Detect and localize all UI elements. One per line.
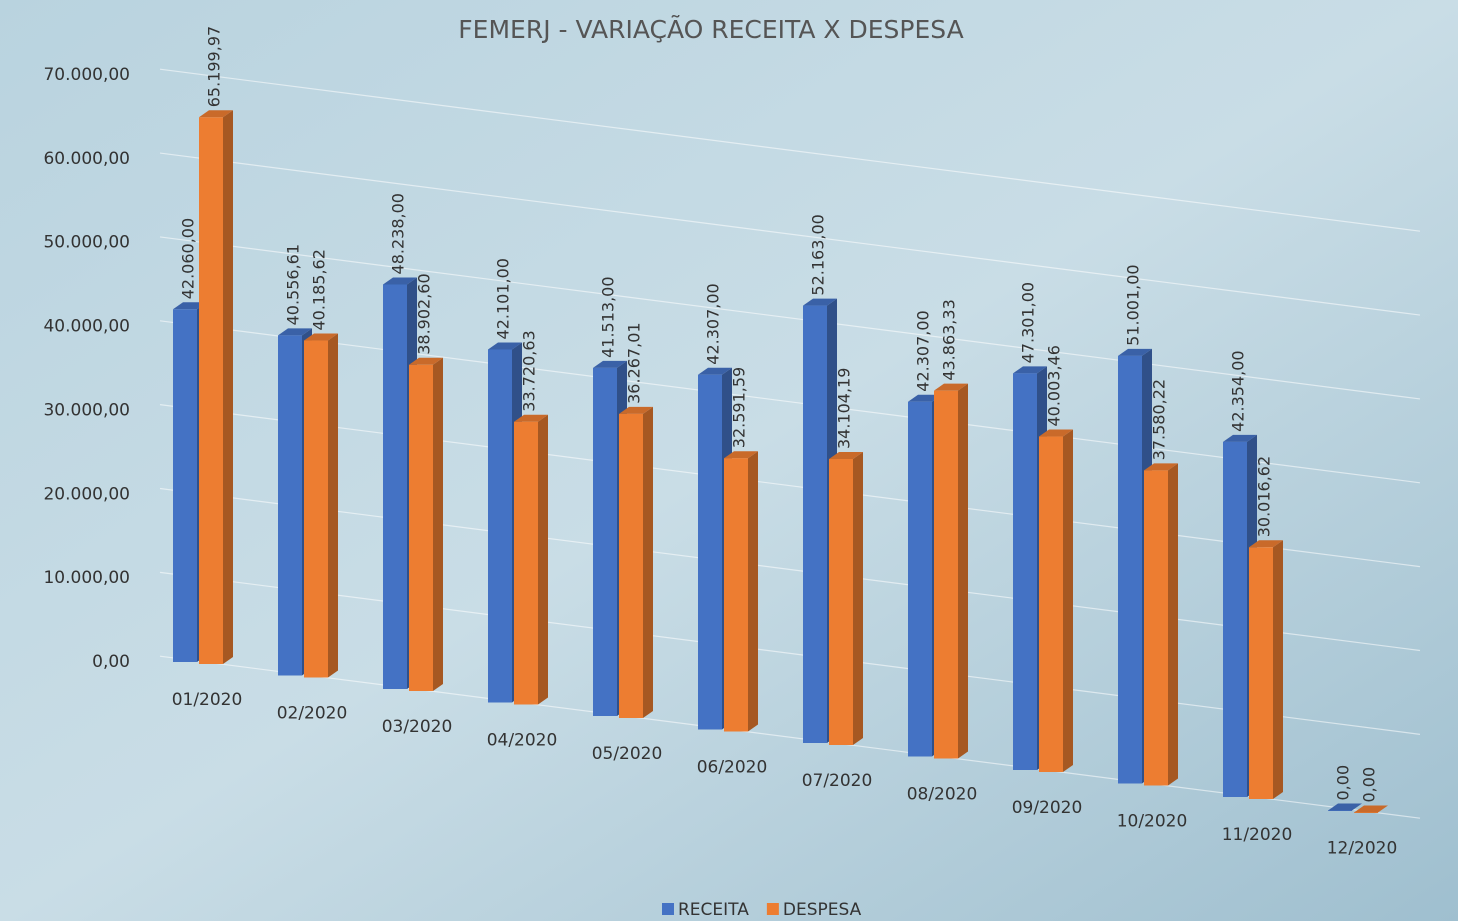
value-label: 40.185,62 <box>310 249 329 330</box>
bar <box>724 451 758 731</box>
legend-label: DESPESA <box>783 900 862 920</box>
bar-front <box>593 368 617 716</box>
value-label: 40.003,46 <box>1045 345 1064 426</box>
value-label: 38.902,60 <box>415 273 434 354</box>
legend-label: RECEITA <box>678 900 749 920</box>
value-label: 48.238,00 <box>389 193 408 274</box>
bar <box>199 110 233 664</box>
bar <box>934 384 968 759</box>
x-tick-label: 12/2020 <box>1327 839 1398 859</box>
y-tick-label: 40.000,00 <box>43 317 130 337</box>
bar-front <box>199 117 223 664</box>
bar-front <box>1223 442 1247 797</box>
bar <box>514 415 548 705</box>
x-tick-label: 02/2020 <box>277 704 348 724</box>
bar-side <box>958 384 968 759</box>
bar-front <box>1249 547 1273 799</box>
chart-title: FEMERJ - VARIAÇÃO RECEITA X DESPESA <box>458 14 963 44</box>
x-tick-label: 04/2020 <box>487 731 558 751</box>
bar <box>619 407 653 718</box>
y-tick-label: 30.000,00 <box>43 400 130 420</box>
bar-side <box>1168 463 1178 785</box>
value-label: 41.513,00 <box>599 276 618 357</box>
bar-front <box>304 341 328 678</box>
bar-front <box>698 375 722 730</box>
bar <box>829 452 863 745</box>
bar-front <box>908 402 932 757</box>
bar-side <box>1063 430 1073 772</box>
bar-front <box>829 459 853 745</box>
legend-swatch <box>662 903 674 915</box>
value-label: 40.556,61 <box>284 244 303 325</box>
x-tick-label: 01/2020 <box>172 690 243 710</box>
value-label: 30.016,62 <box>1255 456 1274 537</box>
value-label: 42.354,00 <box>1229 350 1248 431</box>
value-label: 32.591,59 <box>730 367 749 448</box>
bar-side <box>433 358 443 691</box>
value-label: 47.301,00 <box>1019 282 1038 363</box>
value-label: 42.060,00 <box>179 218 198 299</box>
value-label: 65.199,97 <box>205 26 224 107</box>
bar-front <box>514 422 538 705</box>
bar-front <box>1328 811 1352 812</box>
bar-front <box>1144 470 1168 785</box>
y-tick-label: 10.000,00 <box>43 568 130 588</box>
bar-front <box>173 309 197 662</box>
bar-side <box>328 334 338 678</box>
bar-front <box>409 365 433 691</box>
bar-side <box>1273 540 1283 799</box>
value-label: 0,00 <box>1334 765 1353 801</box>
x-tick-label: 07/2020 <box>802 771 873 791</box>
value-label: 42.101,00 <box>494 258 513 339</box>
bar-front <box>934 391 958 759</box>
value-label: 0,00 <box>1360 767 1379 803</box>
bar <box>1039 430 1073 772</box>
y-tick-label: 70.000,00 <box>43 65 130 85</box>
value-label: 51.001,00 <box>1124 264 1143 345</box>
bar <box>1249 540 1283 799</box>
y-tick-label: 20.000,00 <box>43 484 130 504</box>
x-tick-label: 10/2020 <box>1117 812 1188 832</box>
bar <box>409 358 443 691</box>
bar-front <box>1013 373 1037 770</box>
bar-side <box>538 415 548 705</box>
legend-swatch <box>767 903 779 915</box>
bar-front <box>1039 437 1063 772</box>
bar <box>304 334 338 678</box>
chart: FEMERJ - VARIAÇÃO RECEITA X DESPESA 0,00… <box>0 0 1458 921</box>
y-tick-label: 50.000,00 <box>43 233 130 253</box>
x-tick-label: 03/2020 <box>382 717 453 737</box>
y-tick-label: 0,00 <box>92 652 130 672</box>
bar-front <box>803 306 827 743</box>
value-label: 36.267,01 <box>625 322 644 403</box>
bar-front <box>1118 356 1142 784</box>
bar <box>1144 463 1178 785</box>
value-label: 42.307,00 <box>704 283 723 364</box>
value-label: 52.163,00 <box>809 214 828 295</box>
x-tick-label: 11/2020 <box>1222 825 1293 845</box>
value-label: 33.720,63 <box>520 330 539 411</box>
x-tick-label: 09/2020 <box>1012 798 1083 818</box>
bar-front <box>619 414 643 718</box>
x-tick-label: 08/2020 <box>907 785 978 805</box>
bar-side <box>223 110 233 664</box>
bar-front <box>383 284 407 689</box>
bar-front <box>488 349 512 702</box>
bar-side <box>748 451 758 731</box>
bar-front <box>278 335 302 675</box>
bar-front <box>724 458 748 731</box>
y-tick-label: 60.000,00 <box>43 149 130 169</box>
value-label: 42.307,00 <box>914 310 933 391</box>
value-label: 37.580,22 <box>1150 379 1169 460</box>
value-label: 43.863,33 <box>940 299 959 380</box>
bar-front <box>1354 813 1378 814</box>
x-tick-label: 05/2020 <box>592 744 663 764</box>
x-tick-label: 06/2020 <box>697 758 768 778</box>
bar-side <box>853 452 863 745</box>
bar-side <box>643 407 653 718</box>
value-label: 34.104,19 <box>835 368 854 449</box>
